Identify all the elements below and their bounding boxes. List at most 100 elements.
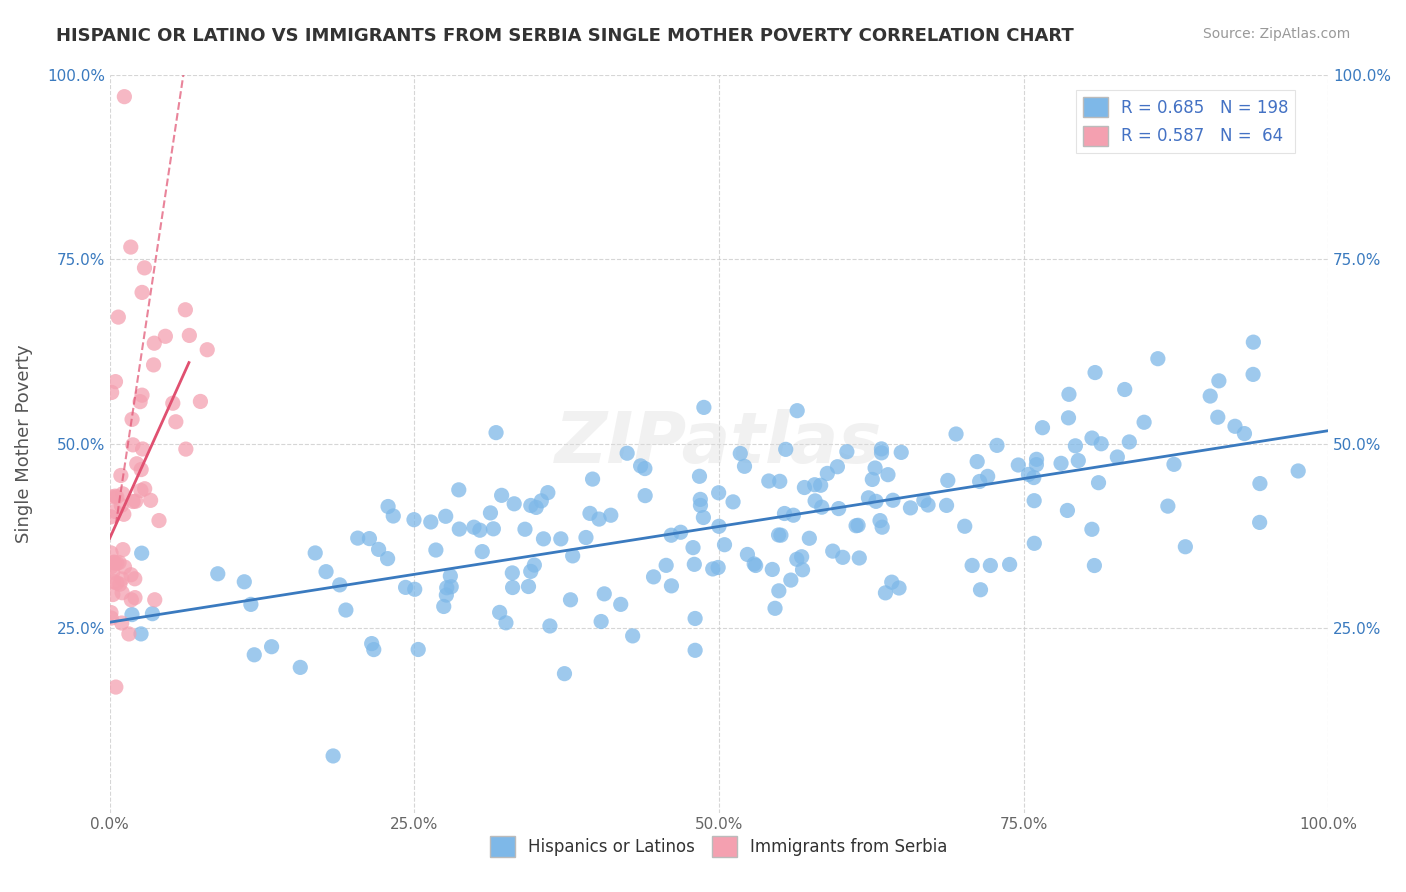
Point: [761, 562, 783, 576]
Point: [1157, 499, 1180, 513]
Point: [758, 474, 780, 488]
Point: [530, 494, 553, 508]
Point: [1241, 368, 1264, 382]
Point: [1084, 366, 1107, 380]
Point: [721, 495, 744, 509]
Point: [377, 500, 399, 514]
Point: [742, 557, 765, 571]
Point: [165, 415, 187, 429]
Point: [769, 475, 792, 489]
Point: [1163, 458, 1185, 472]
Point: [1017, 467, 1039, 482]
Point: [491, 488, 513, 502]
Point: [870, 520, 893, 534]
Point: [195, 343, 218, 357]
Point: [616, 446, 638, 460]
Point: [520, 499, 543, 513]
Point: [537, 485, 560, 500]
Point: [129, 627, 152, 641]
Point: [863, 461, 886, 475]
Point: [1022, 470, 1045, 484]
Point: [593, 587, 616, 601]
Legend: R = 0.685   N = 198, R = 0.587   N =  64: R = 0.685 N = 198, R = 0.587 N = 64: [1076, 90, 1295, 153]
Point: [105, 576, 128, 591]
Text: ZIPatlas: ZIPatlas: [555, 409, 883, 478]
Point: [143, 592, 166, 607]
Point: [634, 461, 657, 475]
Point: [1133, 415, 1156, 429]
Point: [142, 358, 165, 372]
Point: [846, 518, 869, 533]
Point: [436, 581, 458, 595]
Point: [100, 490, 122, 504]
Point: [875, 586, 897, 600]
Point: [120, 567, 142, 582]
Point: [737, 548, 759, 562]
Point: [111, 615, 134, 630]
Point: [870, 442, 893, 456]
Point: [630, 458, 652, 473]
Point: [129, 483, 152, 498]
Point: [1233, 426, 1256, 441]
Point: [143, 336, 166, 351]
Point: [103, 555, 125, 569]
Point: [134, 260, 156, 275]
Point: [804, 494, 827, 508]
Point: [935, 499, 957, 513]
Point: [111, 542, 134, 557]
Point: [848, 551, 870, 566]
Point: [406, 642, 429, 657]
Point: [858, 491, 880, 505]
Point: [503, 497, 526, 511]
Point: [101, 588, 124, 602]
Point: [1208, 374, 1230, 388]
Point: [969, 475, 991, 489]
Point: [969, 582, 991, 597]
Point: [174, 442, 197, 456]
Point: [502, 581, 524, 595]
Point: [104, 489, 127, 503]
Point: [485, 425, 508, 440]
Point: [979, 558, 1001, 573]
Text: HISPANIC OR LATINO VS IMMIGRANTS FROM SERBIA SINGLE MOTHER POVERTY CORRELATION C: HISPANIC OR LATINO VS IMMIGRANTS FROM SE…: [56, 27, 1074, 45]
Point: [643, 570, 665, 584]
Point: [887, 581, 910, 595]
Point: [763, 601, 786, 615]
Point: [683, 611, 706, 625]
Point: [591, 615, 613, 629]
Point: [346, 531, 368, 545]
Point: [108, 577, 131, 591]
Point: [100, 606, 122, 620]
Point: [434, 588, 457, 602]
Point: [108, 556, 131, 570]
Point: [976, 469, 998, 483]
Point: [141, 607, 163, 621]
Point: [581, 472, 603, 486]
Point: [1081, 431, 1104, 445]
Point: [669, 525, 692, 540]
Point: [105, 556, 128, 570]
Point: [707, 519, 730, 533]
Point: [734, 459, 756, 474]
Point: [129, 394, 152, 409]
Point: [131, 285, 153, 300]
Point: [1056, 503, 1078, 517]
Point: [689, 499, 711, 513]
Point: [810, 478, 832, 492]
Point: [599, 508, 621, 523]
Point: [1007, 458, 1029, 472]
Point: [986, 438, 1008, 452]
Point: [207, 566, 229, 581]
Point: [105, 490, 128, 504]
Point: [683, 643, 706, 657]
Point: [1206, 410, 1229, 425]
Point: [1024, 536, 1046, 550]
Point: [621, 629, 644, 643]
Point: [1174, 540, 1197, 554]
Point: [960, 558, 983, 573]
Point: [692, 510, 714, 524]
Point: [148, 514, 170, 528]
Point: [449, 522, 471, 536]
Point: [233, 574, 256, 589]
Point: [827, 501, 849, 516]
